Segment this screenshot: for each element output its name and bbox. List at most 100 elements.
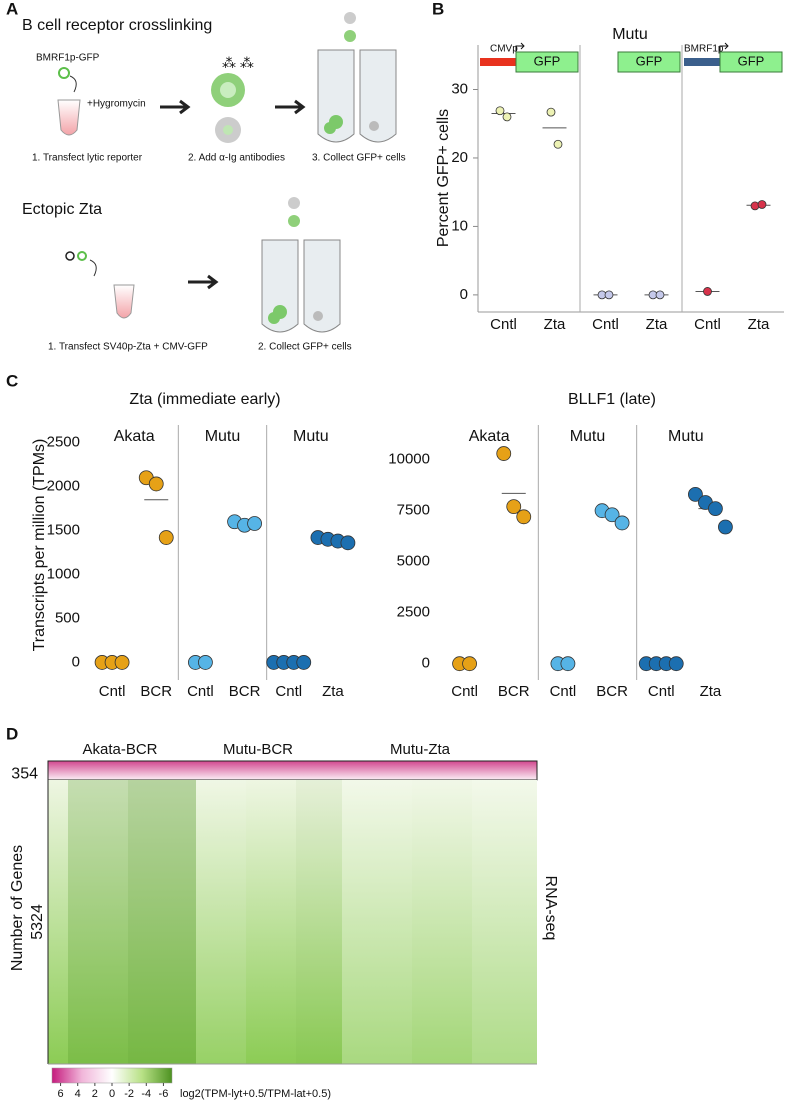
y-tick-label: 2500: [397, 604, 430, 621]
y-axis-label: Transcripts per million (TPMs): [31, 439, 48, 652]
promoter-bar: [684, 58, 720, 66]
heatmap-column: [342, 779, 412, 1064]
y-tick-label: 500: [55, 609, 80, 626]
x-tick-label: Zta: [748, 316, 770, 333]
point: [340, 535, 356, 551]
group-label: Akata: [469, 428, 510, 445]
group-label: Akata: [114, 428, 155, 445]
group-label: Mutu: [570, 428, 606, 445]
colorbar-tick-label: 0: [109, 1088, 115, 1100]
y-tick-label: 1000: [47, 565, 80, 582]
column-label: Akata-BCR: [82, 741, 157, 758]
heading: B cell receptor crosslinking: [22, 17, 212, 34]
panel-label: D: [6, 724, 18, 743]
point: [158, 530, 174, 545]
colorbar-tick-label: 6: [58, 1088, 64, 1100]
point: [718, 519, 733, 535]
heatmap-column: [68, 779, 128, 1064]
promoter-label: CMVp: [490, 44, 518, 55]
point: [757, 200, 767, 209]
side-label: RNA-seq: [542, 876, 559, 941]
point: [114, 655, 130, 670]
x-tick-label: Cntl: [99, 683, 126, 700]
arrow: [69, 75, 77, 93]
point: [148, 476, 164, 492]
colorbar: [51, 1067, 173, 1084]
colorbar-tick-label: 2: [92, 1088, 98, 1100]
point: [750, 201, 760, 211]
reporter-box: [617, 51, 681, 73]
heatmap-column: [128, 779, 196, 1064]
heatmap-column: [412, 779, 472, 1064]
point: [462, 656, 477, 672]
panel-d: Akata-BCR Mutu-BCR Mutu-Zta Number of Ge…: [9, 741, 559, 1100]
x-tick-label: Cntl: [451, 683, 478, 700]
colorbar-tick-label: -4: [141, 1088, 151, 1100]
y-tick-label: 7500: [397, 502, 430, 519]
row-count: 354: [11, 766, 38, 783]
point: [668, 656, 684, 672]
heatmap-column: [296, 779, 342, 1064]
panel-label: A: [6, 0, 18, 18]
chart-title: BLLF1 (late): [568, 391, 656, 408]
point: [614, 515, 630, 531]
point: [703, 287, 712, 296]
label: +Hygromycin: [87, 99, 146, 110]
point: [708, 501, 723, 517]
x-tick-label: Cntl: [592, 316, 619, 333]
reporter-label: GFP: [534, 53, 561, 68]
colorbar-tick-label: -2: [124, 1088, 134, 1100]
point: [247, 516, 262, 531]
reporter-box: [719, 51, 783, 73]
icon: ⁂ ⁂: [222, 55, 254, 71]
icon: [58, 67, 70, 79]
heatmap-column: [196, 779, 246, 1064]
y-tick-label: 2500: [47, 434, 80, 451]
point: [198, 655, 213, 670]
group-label: Mutu: [293, 428, 329, 445]
promoter-label: BMRF1p: [684, 44, 724, 55]
y-label: Number of Genes: [9, 845, 26, 971]
group-label: Mutu: [205, 428, 241, 445]
reporter-label: GFP: [636, 53, 663, 68]
point: [546, 107, 556, 117]
y-tick-label: 10: [451, 217, 468, 234]
heatmap-block: [47, 760, 538, 781]
column-label: Mutu-BCR: [223, 741, 293, 758]
arrow: [275, 99, 306, 115]
y-tick-label: 5000: [397, 553, 430, 570]
group-label: Mutu: [668, 428, 704, 445]
chart-title: Mutu: [612, 26, 648, 43]
step: 1. Transfect lytic reporter: [32, 153, 143, 164]
x-tick-label: Cntl: [187, 683, 214, 700]
x-tick-label: Cntl: [694, 316, 721, 333]
y-axis-label: Percent GFP+ cells: [435, 109, 452, 247]
panel-label: B: [432, 0, 444, 18]
point: [496, 446, 512, 461]
colorbar-tick-label: -6: [159, 1088, 169, 1100]
label: BMRF1p-GFP: [36, 53, 100, 64]
tube: [113, 284, 135, 319]
step: 1. Transfect SV40p-Zta + CMV-GFP: [48, 342, 208, 353]
point: [604, 290, 614, 300]
heatmap-column: [472, 779, 537, 1064]
x-tick-label: Zta: [544, 316, 566, 333]
point: [502, 112, 512, 122]
panel-a: B cell receptor crosslinking BMRF1p-GFP …: [22, 12, 406, 353]
point: [553, 139, 563, 149]
point: [506, 499, 522, 515]
point: [688, 486, 703, 502]
x-tick-label: Cntl: [550, 683, 577, 700]
reporter-box: [515, 51, 579, 73]
x-tick-label: BCR: [229, 683, 261, 700]
promoter-bar: [480, 58, 516, 66]
chart-title: Zta (immediate early): [129, 391, 280, 408]
colorbar-tick-label: 4: [75, 1088, 81, 1100]
x-tick-label: Cntl: [648, 683, 675, 700]
column-label: Mutu-Zta: [390, 741, 451, 758]
x-tick-label: Zta: [646, 316, 668, 333]
x-tick-label: Cntl: [275, 683, 302, 700]
y-tick-label: 2000: [47, 478, 80, 495]
point: [655, 290, 665, 300]
